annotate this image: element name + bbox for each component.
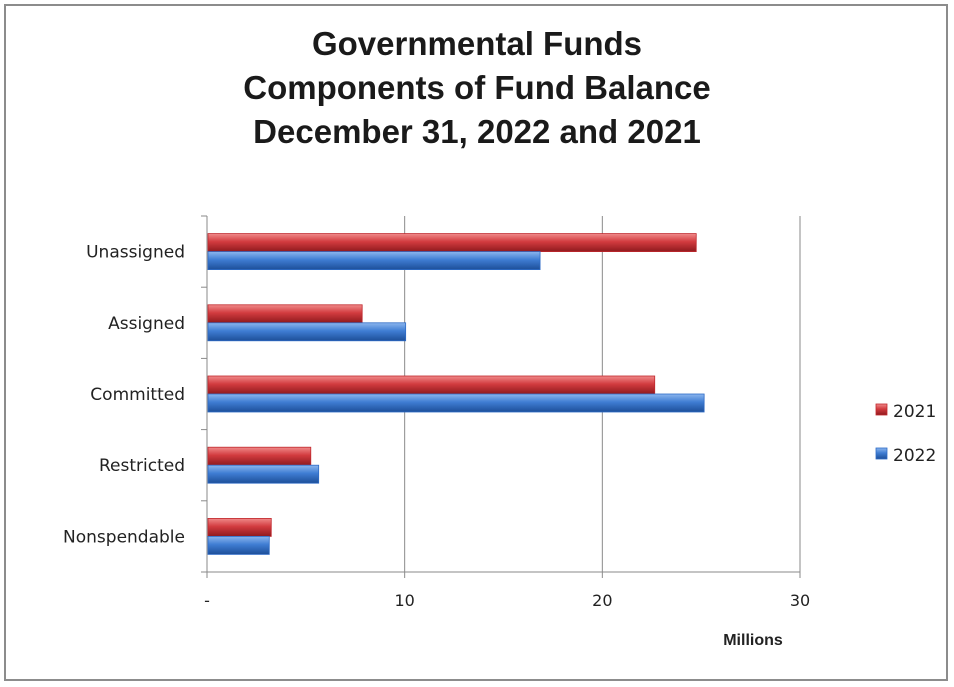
chart-title-line-3: December 31, 2022 and 2021 xyxy=(253,113,701,150)
bar-2022-unassigned xyxy=(207,251,541,271)
chart-frame xyxy=(4,4,948,681)
axes xyxy=(201,215,801,578)
category-label-unassigned: Unassigned xyxy=(86,243,185,263)
bar-2021-committed xyxy=(207,375,656,395)
x-tick-label-20: 20 xyxy=(592,591,612,610)
bar-2022-restricted xyxy=(207,464,320,484)
x-axis-title: Millions xyxy=(723,632,783,649)
category-label-nonspendable: Nonspendable xyxy=(63,527,185,547)
category-label-committed: Committed xyxy=(90,385,185,405)
chart-title-line-1: Governmental Funds xyxy=(311,25,643,62)
x-tick-label-0: - xyxy=(204,591,210,610)
legend-label-2022: 2022 xyxy=(893,446,936,466)
bar-2021-assigned xyxy=(207,304,363,324)
bar-2022-committed xyxy=(207,393,705,413)
x-tick-label-10: 10 xyxy=(394,591,414,610)
category-label-restricted: Restricted xyxy=(99,456,185,476)
legend-swatch-2022 xyxy=(875,447,888,460)
legend: 2021 2022 xyxy=(875,402,936,466)
bars xyxy=(207,233,705,555)
bar-2022-nonspendable xyxy=(207,536,270,555)
x-tick-label-30: 30 xyxy=(790,591,810,610)
chart-title: Governmental Funds Components of Fund Ba… xyxy=(0,22,954,154)
bar-2021-restricted xyxy=(207,446,312,466)
chart-title-line-2: Components of Fund Balance xyxy=(243,69,711,106)
category-label-assigned: Assigned xyxy=(108,314,185,334)
axis-labels: Unassigned Assigned Committed Restricted Non… xyxy=(63,243,810,649)
bar-2021-unassigned xyxy=(207,233,697,253)
legend-label-2021: 2021 xyxy=(893,402,936,422)
legend-swatch-2021 xyxy=(875,403,888,416)
bar-2022-assigned xyxy=(207,322,407,342)
bar-2021-nonspendable xyxy=(207,518,272,537)
